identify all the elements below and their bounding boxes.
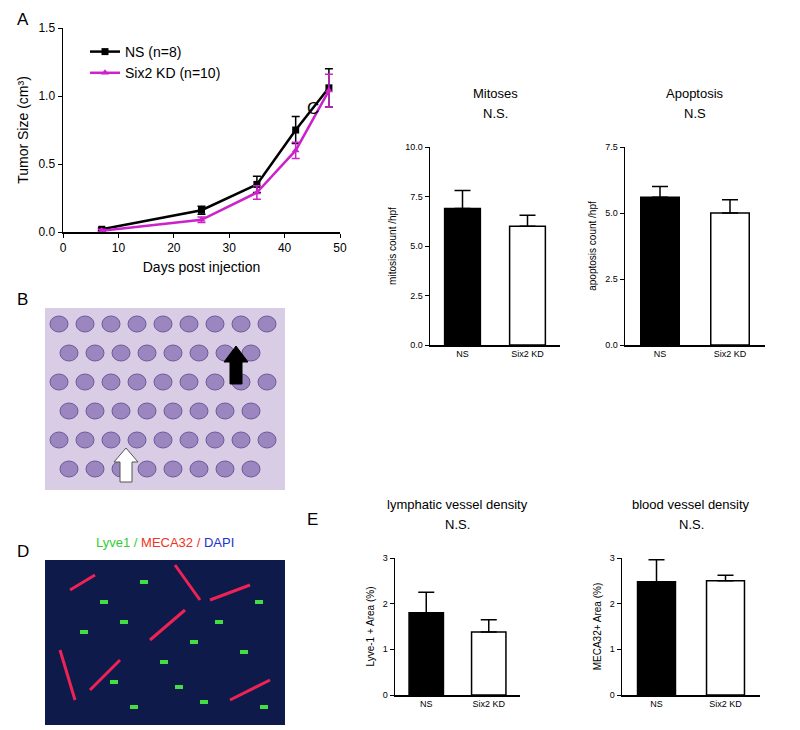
svg-text:apoptosis count /hpf: apoptosis count /hpf [587,201,598,291]
svg-text:A: A [17,10,29,29]
svg-text:20: 20 [167,241,181,255]
svg-text:Six2 KD: Six2 KD [511,349,544,359]
svg-text:3: 3 [610,553,615,563]
svg-text:2.5: 2.5 [605,274,618,284]
svg-text:Apoptosis: Apoptosis [666,86,724,101]
svg-text:E: E [307,510,318,529]
svg-text:NS (n=8): NS (n=8) [125,44,181,60]
svg-text:2.5: 2.5 [410,291,423,301]
svg-text:NS: NS [650,699,663,709]
svg-text:NS: NS [420,699,433,709]
svg-text:10.0: 10.0 [405,142,423,152]
svg-text:Six2 KD: Six2 KD [709,699,742,709]
svg-text:N.S: N.S [684,106,706,121]
svg-text:mitosis count /hpf: mitosis count /hpf [387,207,398,285]
svg-text:0.5: 0.5 [38,157,55,171]
svg-text:MECA32+ Area (%): MECA32+ Area (%) [592,583,603,671]
svg-text:lymphatic vessel density: lymphatic vessel density [387,497,528,512]
svg-text:Six2 KD (n=10): Six2 KD (n=10) [125,65,220,81]
svg-text:1.0: 1.0 [38,89,55,103]
svg-text:Lyve-1 + Area (%): Lyve-1 + Area (%) [365,587,376,667]
svg-text:0: 0 [383,690,388,700]
svg-text:3: 3 [383,553,388,563]
svg-text:5.0: 5.0 [410,241,423,251]
svg-text:B: B [17,290,28,309]
svg-text:1: 1 [383,644,388,654]
svg-text:blood vessel density: blood vessel density [632,497,750,512]
svg-text:2: 2 [383,599,388,609]
svg-text:N.S.: N.S. [445,517,470,532]
svg-text:0.0: 0.0 [410,340,423,350]
svg-text:2: 2 [610,599,615,609]
svg-text:Six2 KD: Six2 KD [472,699,505,709]
svg-text:Days post injection: Days post injection [143,259,261,275]
svg-text:40: 40 [278,241,292,255]
svg-text:Tumor Size (cm³): Tumor Size (cm³) [15,76,31,184]
svg-text:D: D [17,542,29,561]
svg-text:0.0: 0.0 [605,340,618,350]
svg-text:N.S.: N.S. [483,106,508,121]
svg-text:1: 1 [610,644,615,654]
svg-text:10: 10 [112,241,126,255]
svg-text:5.0: 5.0 [605,208,618,218]
svg-text:1.5: 1.5 [38,21,55,35]
svg-text:50: 50 [333,241,347,255]
svg-text:C: C [307,99,319,118]
svg-text:30: 30 [223,241,237,255]
svg-text:N.S.: N.S. [679,517,704,532]
svg-text:0.0: 0.0 [38,225,55,239]
svg-text:0: 0 [610,690,615,700]
svg-text:Mitoses: Mitoses [473,86,518,101]
svg-text:0: 0 [60,241,67,255]
svg-text:Six2 KD: Six2 KD [714,349,747,359]
svg-text:7.5: 7.5 [410,192,423,202]
svg-text:Lyve1 / MECA32 / DAPI: Lyve1 / MECA32 / DAPI [96,535,234,550]
svg-text:NS: NS [654,349,667,359]
svg-text:7.5: 7.5 [605,142,618,152]
svg-text:NS: NS [456,349,469,359]
